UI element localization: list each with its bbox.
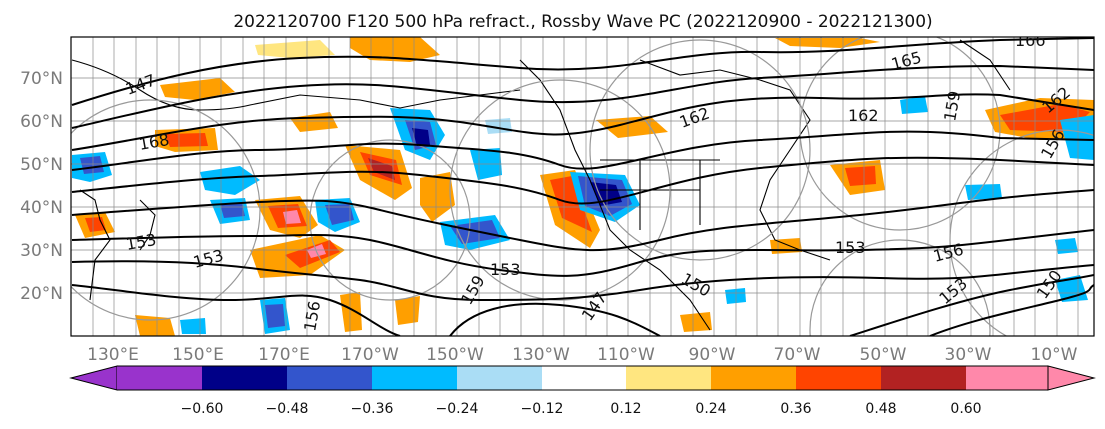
shade-patch — [200, 166, 260, 195]
colorbar-bin — [117, 366, 202, 390]
colorbar-bin — [796, 366, 881, 390]
colorbar-bin — [711, 366, 796, 390]
rossby-wave-circles — [71, 37, 1094, 336]
shade-patch — [265, 304, 285, 328]
colorbar-tick: −0.36 — [351, 401, 394, 417]
map-title: 2022120700 F120 500 hPa refract., Rossby… — [233, 12, 932, 32]
contour-label: 153 — [490, 260, 521, 279]
shade-patch — [550, 176, 592, 232]
colorbar-tick: −0.48 — [266, 401, 309, 417]
lat-label: 20°N — [20, 284, 63, 304]
colorbar-bin — [881, 366, 966, 390]
shade-patch — [775, 38, 880, 48]
shade-patch — [165, 133, 208, 147]
refractive-index-shading — [72, 37, 1094, 336]
colorbar-bin — [457, 366, 542, 390]
contour-label: 153 — [835, 238, 866, 257]
colorbar-bin — [202, 366, 287, 390]
shade-patch — [725, 288, 746, 304]
lon-label: 70°W — [774, 345, 821, 365]
colorbar-tick: 0.36 — [780, 401, 811, 417]
colorbar: −0.60 −0.48 −0.36 −0.24 −0.12 0.12 0.24 … — [69, 365, 1096, 417]
contour-label: 166 — [1015, 31, 1046, 50]
lat-label: 40°N — [20, 198, 63, 218]
height-contours — [71, 37, 1094, 336]
shade-patch — [180, 318, 206, 334]
colorbar-bin — [372, 366, 457, 390]
longitude-axis: 130°E 150°E 170°E 170°W 150°W 130°W 110°… — [87, 345, 1078, 365]
shade-patch — [395, 296, 420, 325]
colorbar-bin — [542, 366, 626, 390]
lon-label: 90°W — [689, 345, 736, 365]
shade-patch — [325, 204, 354, 225]
colorbar-tick: 0.12 — [610, 401, 641, 417]
colorbar-bin — [287, 366, 372, 390]
shade-patch — [420, 172, 455, 222]
lat-label: 60°N — [20, 112, 63, 132]
lon-label: 150°E — [172, 345, 224, 365]
shade-patch — [450, 220, 500, 244]
lon-label: 170°E — [258, 345, 310, 365]
colorbar-tick: 0.48 — [865, 401, 896, 417]
shade-patch — [965, 184, 1002, 200]
shade-patch — [340, 292, 362, 332]
shade-patch — [350, 37, 440, 62]
lat-label: 50°N — [20, 155, 63, 175]
lon-label: 110°W — [597, 345, 655, 365]
shade-patch — [1055, 238, 1078, 254]
shade-patch — [255, 40, 335, 58]
map-panel: 166 165 159 162 162 162 147 168 153 156 … — [70, 31, 1095, 337]
colorbar-tick: −0.24 — [436, 401, 479, 417]
colorbar-tick: 0.60 — [950, 401, 981, 417]
shade-patch — [80, 156, 104, 174]
lon-label: 130°W — [512, 345, 570, 365]
lon-label: 170°W — [341, 345, 399, 365]
shade-patch — [412, 128, 430, 146]
lat-label: 70°N — [20, 69, 63, 89]
colorbar-bin — [626, 366, 711, 390]
shade-patch — [283, 210, 301, 224]
colorbar-tick: 0.24 — [695, 401, 726, 417]
shade-patch — [220, 203, 245, 218]
colorbar-over-arrow — [1047, 365, 1096, 391]
shade-patch — [1060, 115, 1094, 160]
shade-patch — [680, 312, 712, 332]
lat-label: 30°N — [20, 241, 63, 261]
lon-label: 30°W — [945, 345, 992, 365]
lon-label: 130°E — [87, 345, 139, 365]
lon-label: 10°W — [1031, 345, 1078, 365]
lon-label: 50°W — [860, 345, 907, 365]
shade-patch — [368, 158, 395, 180]
lon-label: 150°W — [426, 345, 484, 365]
latitude-axis: 70°N 60°N 50°N 40°N 30°N 20°N — [20, 69, 63, 304]
colorbar-under-arrow — [69, 365, 118, 391]
contour-label: 162 — [848, 106, 879, 125]
shade-patch — [845, 166, 876, 186]
colorbar-tick: −0.12 — [521, 401, 564, 417]
colorbar-bin — [966, 366, 1048, 390]
colorbar-tick: −0.60 — [181, 401, 224, 417]
